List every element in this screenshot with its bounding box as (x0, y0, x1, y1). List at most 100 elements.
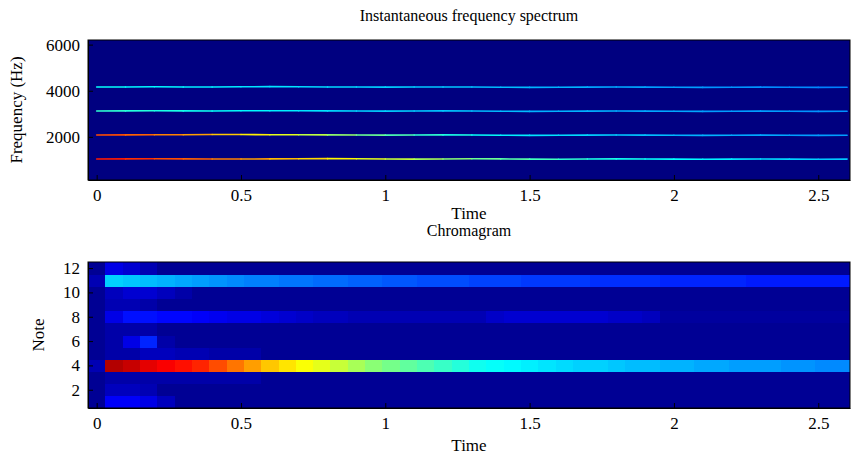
heatmap-cell (192, 286, 210, 299)
heatmap-cell (556, 396, 574, 408)
heatmap-cell (88, 274, 106, 287)
track-segment (818, 134, 847, 136)
heatmap-cell (261, 274, 279, 287)
plot-frame (88, 40, 850, 180)
heatmap-cell (175, 274, 193, 287)
heatmap-cell (694, 299, 712, 312)
x-tick-mark (818, 175, 819, 180)
heatmap-cell (244, 299, 262, 312)
heatmap-cell (105, 372, 123, 385)
heatmap-cell (486, 311, 504, 324)
heatmap-cell (88, 347, 106, 360)
heatmap-cell (452, 274, 470, 287)
track-segment (183, 110, 212, 112)
heatmap-cell (175, 359, 193, 372)
heatmap-cell (625, 311, 643, 324)
heatmap-cell (746, 335, 764, 348)
y-axis: 24681012 (63, 259, 93, 408)
track-segment (616, 158, 645, 160)
heatmap-cell (88, 286, 106, 299)
heatmap-cell (573, 311, 591, 324)
heatmap-cell (590, 359, 608, 372)
heatmap-cell (781, 311, 799, 324)
heatmap-cell (330, 299, 348, 312)
heatmap-cell (434, 335, 452, 348)
heatmap-cell (608, 396, 626, 408)
heatmap-cell (400, 286, 418, 299)
heatmap-cell (227, 286, 245, 299)
heatmap-cell (815, 359, 833, 372)
heatmap-cell (694, 396, 712, 408)
heatmap-cell (209, 347, 227, 360)
heatmap-cell (313, 286, 331, 299)
x-tick-mark (530, 403, 531, 408)
heatmap-cell (763, 274, 781, 287)
track-segment (443, 158, 472, 160)
heatmap-cell (677, 262, 695, 275)
plot-area (88, 40, 850, 180)
heatmap-cell (227, 347, 245, 360)
track-segment (789, 86, 818, 88)
track-segment (385, 134, 414, 136)
heatmap-cell (279, 299, 297, 312)
heatmap-cell (521, 372, 539, 385)
heatmap-cell (590, 347, 608, 360)
panel: 00.511.522.5200040006000Instantaneous fr… (7, 7, 851, 223)
heatmap-cell (296, 335, 314, 348)
heatmap-cell (244, 372, 262, 385)
heatmap-cell (608, 323, 626, 336)
x-axis: 00.511.522.5 (89, 403, 851, 433)
track-segment (126, 86, 155, 88)
heatmap-cell (382, 323, 400, 336)
heatmap-cell (209, 359, 227, 372)
heatmap-cell (261, 323, 279, 336)
heatmap-cell (417, 359, 435, 372)
heatmap-cell (417, 396, 435, 408)
heatmap-cell (763, 299, 781, 312)
heatmap-cell (365, 311, 383, 324)
heatmap-cell (192, 396, 210, 408)
y-tick-mark (88, 317, 93, 318)
heatmap-cell (157, 311, 175, 324)
heatmap-cell (625, 372, 643, 385)
track-segment (270, 134, 299, 136)
heatmap-cell (486, 359, 504, 372)
heatmap-cell (192, 274, 210, 287)
heatmap-cell (330, 274, 348, 287)
heatmap-cell (642, 335, 660, 348)
y-tick: 6000 (46, 36, 93, 55)
heatmap-cell (556, 335, 574, 348)
heatmap-cell (140, 359, 158, 372)
heatmap-cell (486, 372, 504, 385)
heatmap-cell (660, 359, 678, 372)
track-segment (356, 134, 385, 136)
track-segment (587, 110, 616, 112)
heatmap-cell (763, 396, 781, 408)
heatmap-cell (382, 311, 400, 324)
heatmap-cell (694, 286, 712, 299)
heatmap-cell (608, 384, 626, 397)
heatmap-cell (296, 262, 314, 275)
heatmap-cell (833, 335, 850, 348)
heatmap-cell (123, 262, 141, 275)
heatmap-cell (781, 299, 799, 312)
heatmap-cell (400, 396, 418, 408)
heatmap-cell (660, 274, 678, 287)
heatmap-cell (486, 286, 504, 299)
x-tick-label: 2.5 (808, 186, 829, 205)
x-tick-mark (530, 175, 531, 180)
track-segment (761, 134, 790, 136)
heatmap-cell (521, 262, 539, 275)
heatmap-cell (348, 359, 366, 372)
heatmap-cell (486, 262, 504, 275)
track-segment (241, 110, 270, 112)
heatmap-cell (261, 396, 279, 408)
track-segment (818, 158, 847, 160)
heatmap-cell (781, 274, 799, 287)
track-segment (674, 110, 703, 112)
heatmap-cell (382, 299, 400, 312)
heatmap-cell (694, 311, 712, 324)
heatmap-cell (140, 396, 158, 408)
heatmap-cell (105, 286, 123, 299)
track-segment (328, 110, 357, 112)
